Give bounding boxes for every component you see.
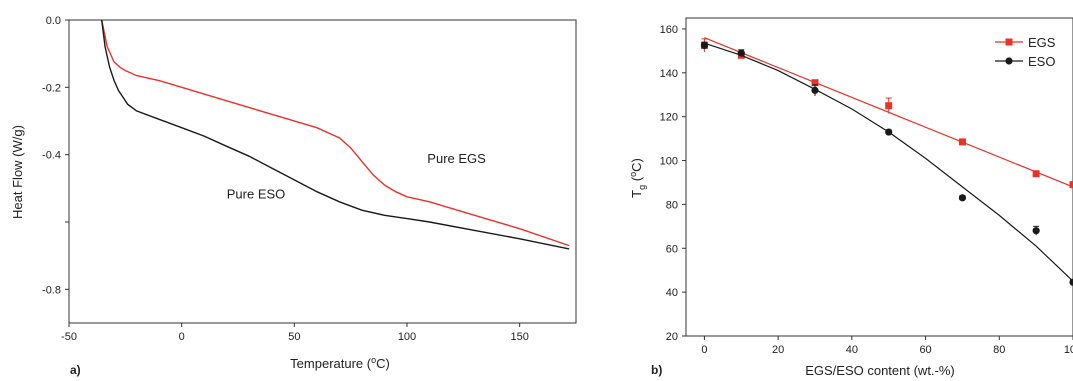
panel-b-axis-ticks: 0 20 40 60 80 100 20 40 60 80 100 120 140 160: [660, 24, 1073, 356]
panel-b-y-tick-label: 100: [660, 156, 678, 168]
panel-b-x-axis-label: EGS/ESO content (wt.-%): [805, 363, 955, 378]
panel-b-y-tick-label: 80: [666, 199, 678, 211]
panel-b-y-tick-label: 120: [660, 112, 678, 124]
panel-a-series-line-eso: [101, 19, 570, 250]
panel-a-x-axis-label: Temperature (oC): [290, 355, 390, 371]
panel-b-point-eso: [811, 86, 819, 94]
panel-b-point-eso: [1069, 278, 1073, 286]
panel-b-panel-label: b): [651, 363, 662, 377]
panel-a-annotation-pure-eso: Pure ESO: [227, 186, 286, 201]
panel-b-y-tick-label: 20: [666, 331, 678, 343]
panel-b-tg-chart: 02040608010020406080100120140160 EGSESO …: [628, 17, 1073, 378]
panel-a-x-tick-label: 100: [398, 331, 416, 343]
panel-b-y-tick-label: 40: [666, 287, 678, 299]
panel-a-annotation-pure-egs: Pure EGS: [427, 151, 486, 166]
panel-b-point-egs: [1032, 170, 1040, 178]
panel-b-fit-line-eso: [704, 42, 1073, 282]
panel-a-x-tick-label: 150: [510, 331, 528, 343]
panel-b-y-tick-label: 160: [660, 24, 678, 36]
panel-a-series: [101, 19, 570, 250]
panel-a-y-tick-label: -0.2: [42, 82, 61, 94]
panel-a-x-tick-label: 0: [179, 331, 185, 343]
panel-b-x-tick-label: 20: [772, 344, 784, 356]
panel-b-x-tick-label: 60: [919, 344, 931, 356]
panel-a-panel-label: a): [70, 363, 81, 377]
panel-b-legend: EGS ESO: [995, 35, 1056, 69]
panel-b-legend-marker-egs: [1005, 38, 1013, 46]
panel-b-point-eso: [737, 49, 745, 57]
panel-b-point-egs: [811, 79, 819, 87]
panel-a-y-tick-label: -0.8: [42, 284, 61, 296]
panel-a-series-line-egs: [101, 19, 570, 247]
panel-b-plot-frame: [685, 17, 1073, 337]
panel-a-x-tick-label: -50: [61, 331, 77, 343]
panel-a-heat-flow-chart: -50 0 50 100 150 0.0 -0.2 -0.4 -0.8 Pure EGS Pur…: [10, 15, 577, 377]
panel-b-x-tick-label: 40: [846, 344, 858, 356]
panel-b-point-eso: [885, 128, 893, 136]
panel-b-x-tick-label: 0: [701, 344, 707, 356]
panel-a-plot-frame: [68, 19, 577, 324]
panel-b-point-eso: [958, 194, 967, 202]
panel-b-legend-marker-eso: [1005, 57, 1013, 65]
panel-b-point-eso: [700, 41, 709, 50]
panel-b-y-tick-label: 140: [660, 68, 678, 80]
panel-b-y-axis-label: Tg (oC): [628, 158, 647, 198]
panel-b-y-tick-label: 60: [666, 243, 678, 255]
panel-a-axis-ticks: -50 0 50 100 150 0.0 -0.2 -0.4 -0.8: [42, 15, 529, 343]
panel-b-x-tick-label: 100: [1064, 344, 1073, 356]
panel-b-legend-label-eso: ESO: [1028, 54, 1055, 69]
panel-b-point-egs: [958, 138, 966, 146]
panel-b-legend-label-egs: EGS: [1028, 35, 1056, 50]
panel-b-point-eso: [1032, 227, 1040, 235]
panel-b-point-egs: [885, 102, 893, 110]
panel-a-y-axis-label: Heat Flow (W/g): [10, 125, 25, 219]
panel-a-y-tick-label: -0.4: [42, 150, 61, 162]
panel-b-x-tick-label: 80: [993, 344, 1005, 356]
panel-b-series: [700, 37, 1073, 286]
panel-a-y-tick-label: 0.0: [46, 15, 61, 27]
panel-a-x-tick-label: 50: [288, 331, 300, 343]
panel-b-point-egs: [1069, 181, 1073, 189]
